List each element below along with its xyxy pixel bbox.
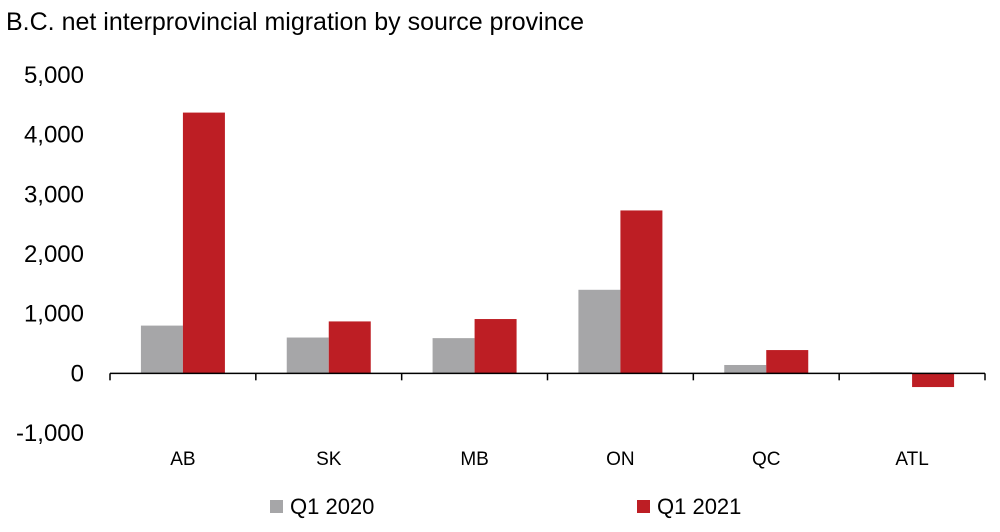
category-labels: AB SK MB ON QC ATL	[170, 449, 929, 470]
bar-mb-q1-2021	[474, 319, 517, 374]
bar-qc-q1-2020	[724, 364, 767, 374]
bar-on-q1-2021	[620, 210, 663, 374]
y-tick-label: -1,000	[16, 420, 84, 447]
y-tick-label: 5,000	[24, 62, 84, 89]
chart-title: B.C. net interprovincial migration by so…	[6, 8, 585, 36]
legend-swatch	[637, 500, 650, 513]
category-label: ON	[606, 449, 635, 470]
legend-label: Q1 2021	[657, 494, 741, 519]
bar-qc-q1-2021	[766, 350, 809, 374]
bars	[140, 112, 955, 388]
category-label: MB	[460, 449, 489, 470]
y-axis-ticks: -1,000 0 1,000 2,000 3,000 4,000 5,000	[16, 62, 84, 447]
y-tick-label: 2,000	[24, 241, 84, 268]
bar-sk-q1-2021	[328, 321, 371, 374]
category-label: QC	[752, 449, 781, 470]
legend: Q1 2020 Q1 2021	[270, 494, 741, 519]
bar-ab-q1-2021	[182, 112, 225, 374]
bar-ab-q1-2020	[140, 325, 183, 374]
legend-label: Q1 2020	[290, 494, 374, 519]
y-tick-label: 3,000	[24, 181, 84, 208]
y-tick-label: 0	[71, 360, 84, 387]
bar-atl-q1-2021	[912, 373, 955, 388]
category-label: ATL	[895, 449, 928, 470]
category-label: SK	[316, 449, 342, 470]
legend-swatch	[270, 500, 283, 513]
bar-on-q1-2020	[578, 289, 621, 374]
x-axis	[109, 372, 986, 381]
bar-sk-q1-2020	[286, 337, 329, 374]
bar-mb-q1-2020	[432, 338, 475, 374]
category-label: AB	[170, 449, 195, 470]
y-tick-label: 1,000	[24, 301, 84, 328]
y-tick-label: 4,000	[24, 122, 84, 149]
